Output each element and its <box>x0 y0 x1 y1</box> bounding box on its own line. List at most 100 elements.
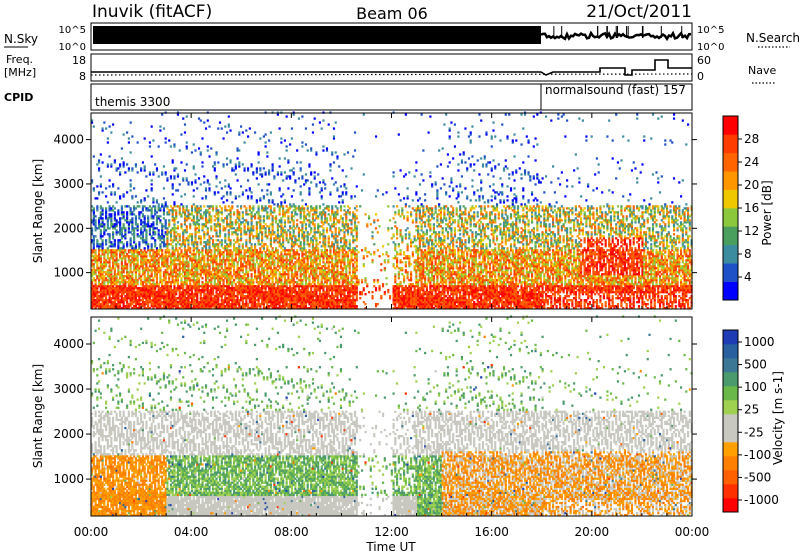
echo-cell <box>258 207 260 209</box>
echo-cell <box>217 191 219 193</box>
echo-cell <box>310 257 312 259</box>
echo-cell <box>151 273 153 275</box>
echo-cell <box>265 229 267 231</box>
echo-cell <box>249 235 251 237</box>
echo-cell <box>242 193 244 195</box>
echo-cell <box>205 223 207 225</box>
echo-cell <box>168 223 170 225</box>
echo-cell <box>151 243 153 245</box>
echo-cell <box>116 229 118 231</box>
echo-cell <box>161 173 163 175</box>
echo-cell <box>105 243 107 245</box>
echo-cell <box>224 265 226 267</box>
echo-cell <box>170 235 172 237</box>
power-panel: 1000200030004000 Slant Range [km] <box>31 111 697 309</box>
echo-cell <box>131 219 133 221</box>
echo-cell <box>279 271 281 273</box>
echo-cell <box>138 271 140 273</box>
echo-cell <box>247 225 249 227</box>
echo-cell <box>279 267 281 269</box>
echo-cell <box>158 259 160 261</box>
echo-cell <box>131 223 133 225</box>
echo-cell <box>310 227 312 229</box>
echo-cell <box>217 299 219 301</box>
echo-cell <box>177 283 179 285</box>
echo-cell <box>110 191 112 193</box>
echo-cell <box>110 221 112 223</box>
echo-cell <box>265 279 267 281</box>
echo-cell <box>124 237 126 239</box>
echo-cell <box>166 235 168 237</box>
echo-cell <box>244 167 246 169</box>
echo-cell <box>254 263 256 265</box>
echo-cell <box>166 233 168 235</box>
echo-cell <box>208 247 210 249</box>
echo-cell <box>224 125 226 127</box>
echo-cell <box>196 275 198 277</box>
echo-cell <box>186 227 188 229</box>
echo-cell <box>170 285 172 287</box>
echo-cell <box>186 179 188 181</box>
echo-cell <box>305 279 307 281</box>
echo-cell <box>272 215 274 217</box>
echo-cell <box>286 283 288 285</box>
echo-cell <box>109 227 111 229</box>
echo-cell <box>131 225 133 227</box>
echo-cell <box>191 183 193 185</box>
echo-cell <box>291 137 293 139</box>
echo-cell <box>238 213 240 215</box>
echo-cell <box>103 225 105 227</box>
echo-cell <box>208 187 210 189</box>
echo-cell <box>130 267 132 269</box>
echo-cell <box>114 217 116 219</box>
echo-cell <box>182 235 184 237</box>
echo-cell <box>231 233 233 235</box>
echo-cell <box>242 243 244 245</box>
echo-cell <box>191 207 193 209</box>
echo-cell <box>298 233 300 235</box>
echo-cell <box>194 257 196 259</box>
echo-cell <box>140 249 142 251</box>
echo-cell <box>179 275 181 277</box>
echo-cell <box>242 247 244 249</box>
echo-cell <box>258 301 260 303</box>
echo-cell <box>119 171 121 173</box>
echo-cell <box>119 163 121 165</box>
echo-cell <box>131 135 133 137</box>
echo-cell <box>187 261 189 263</box>
echo-cell <box>159 273 161 275</box>
echo-cell <box>189 223 191 225</box>
echo-cell <box>175 247 177 249</box>
echo-cell <box>151 155 153 157</box>
echo-cell <box>242 293 244 295</box>
echo-cell <box>301 199 303 201</box>
echo-cell <box>140 167 142 169</box>
echo-cell <box>180 195 182 197</box>
echo-cell <box>270 237 272 239</box>
echo-cell <box>179 209 181 211</box>
echo-cell <box>100 215 102 217</box>
echo-cell <box>107 137 109 139</box>
echo-cell <box>109 261 111 263</box>
echo-cell <box>293 233 295 235</box>
echo-cell <box>219 233 221 235</box>
echo-cell <box>244 141 246 143</box>
echo-cell <box>96 209 98 211</box>
echo-cell <box>182 257 184 259</box>
echo-cell <box>198 147 200 149</box>
echo-cell <box>286 291 288 293</box>
echo-cell <box>222 163 224 165</box>
echo-cell <box>242 301 244 303</box>
echo-cell <box>307 259 309 261</box>
echo-cell <box>191 289 193 291</box>
echo-cell <box>266 155 268 157</box>
echo-cell <box>215 185 217 187</box>
echo-cell <box>98 191 100 193</box>
echo-cell <box>177 113 179 115</box>
echo-cell <box>294 227 296 229</box>
echo-cell <box>259 243 261 245</box>
echo-cell <box>137 227 139 229</box>
echo-cell <box>186 283 188 285</box>
echo-cell <box>231 207 233 209</box>
echo-cell <box>186 225 188 227</box>
